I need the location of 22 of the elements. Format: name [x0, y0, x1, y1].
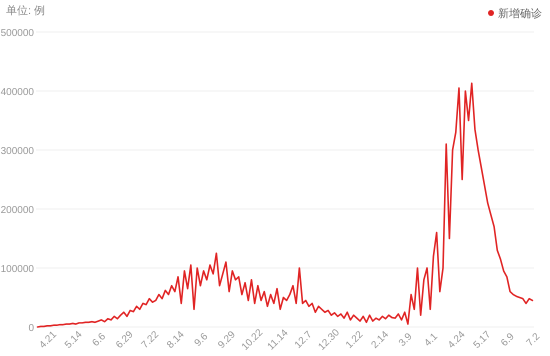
- y-tick-label: 0: [28, 323, 34, 334]
- line-series: [36, 82, 534, 328]
- x-tick-label: 9.6: [192, 330, 211, 349]
- x-tick-label: 8.14: [165, 328, 188, 351]
- x-tick-label: 9.29: [216, 328, 238, 351]
- y-tick-label: 400000: [0, 87, 34, 98]
- x-tick-label: 4.24: [446, 328, 468, 351]
- y-axis-title: 单位: 例: [6, 4, 46, 17]
- y-tick-label: 100000: [0, 264, 34, 275]
- x-tick-label: 4.1: [422, 330, 440, 349]
- y-tick-label: 300000: [0, 146, 34, 157]
- x-tick-label: 5.14: [63, 328, 85, 351]
- x-tick-label: 6.6: [90, 330, 108, 349]
- legend-label: 新增确诊: [498, 7, 542, 20]
- y-tick-label: 200000: [0, 205, 34, 216]
- y-tick-label: 500000: [0, 28, 34, 39]
- x-tick-label: 4.21: [37, 328, 60, 351]
- x-tick-label: 7.2: [524, 330, 543, 349]
- x-tick-label: 7.22: [140, 328, 162, 351]
- x-tick-label: 6.9: [499, 330, 518, 349]
- x-tick-label: 6.29: [114, 328, 136, 351]
- x-tick-label: 3.9: [396, 330, 415, 349]
